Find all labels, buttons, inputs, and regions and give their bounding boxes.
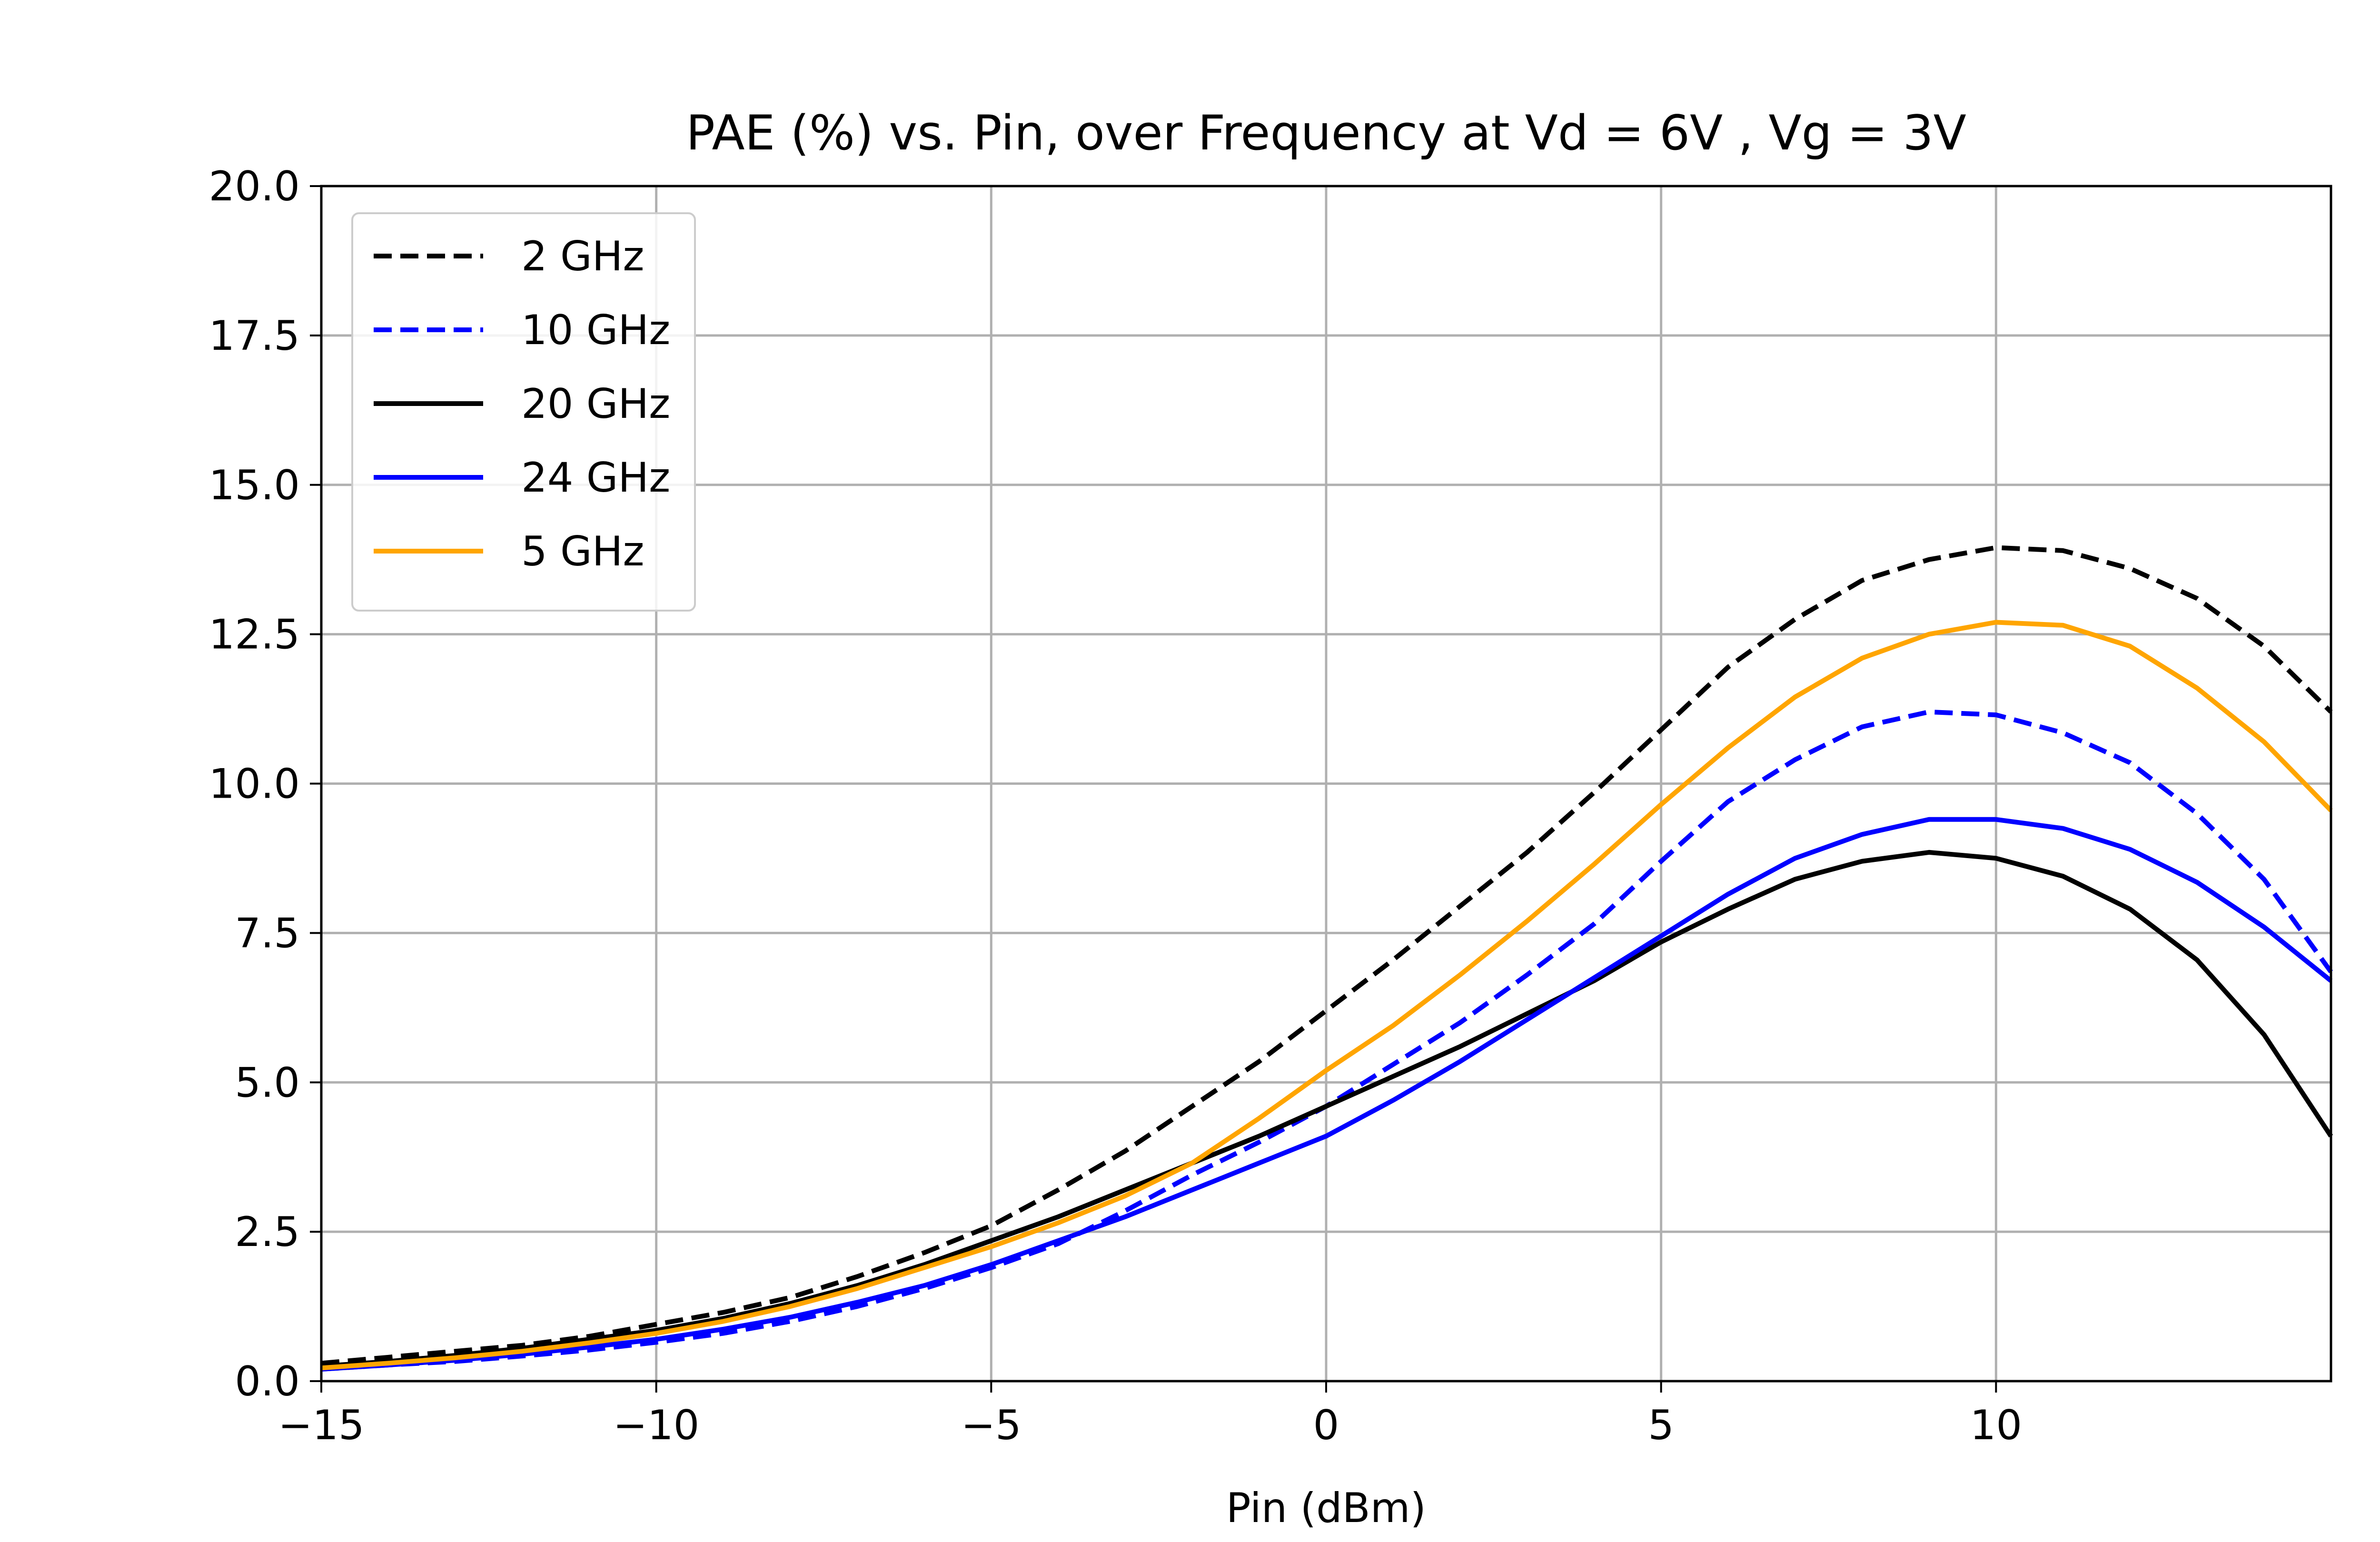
chart-title: PAE (%) vs. Pin, over Frequency at Vd = …	[686, 105, 1966, 161]
y-tick-label: 2.5	[235, 1208, 300, 1256]
y-tick-label: 17.5	[209, 312, 300, 360]
legend-label: 24 GHz	[521, 454, 670, 502]
series-lines	[321, 545, 2333, 1372]
x-tick-label: 5	[1648, 1402, 1674, 1449]
series-line-2-ghz	[321, 545, 2333, 1366]
legend-label: 10 GHz	[521, 306, 670, 354]
x-tick-label: 10	[1970, 1402, 2022, 1449]
series-line-5-ghz	[321, 620, 2333, 1371]
x-tick-label: −15	[278, 1402, 365, 1449]
x-tick-label: −5	[961, 1402, 1021, 1449]
y-tick-label: 20.0	[209, 163, 300, 210]
y-tick-label: 12.5	[209, 611, 300, 659]
x-axis-label: Pin (dBm)	[1226, 1484, 1426, 1532]
series-line-24-ghz	[321, 817, 2333, 1372]
axis-ticks: −15 −10 −5 0 5 10 0.0 2.5 5.0 7.5 10.0 12.5 15.0 17.5…	[209, 163, 2023, 1449]
legend-label: 5 GHz	[521, 528, 645, 575]
legend-box	[351, 212, 696, 612]
y-tick-label: 5.0	[235, 1059, 300, 1107]
y-tick-label: 7.5	[235, 909, 300, 957]
legend-label: 2 GHz	[521, 233, 645, 280]
y-tick-label: 10.0	[209, 761, 300, 808]
x-tick-label: 0	[1313, 1402, 1339, 1449]
legend: 2 GHz 10 GHz 20 GHz 24 GHz 5 GHz	[351, 212, 696, 612]
series-line-20-ghz	[321, 850, 2333, 1369]
grid	[320, 185, 2331, 1383]
y-tick-label: 15.0	[209, 462, 300, 509]
y-tick-label: 0.0	[235, 1358, 300, 1405]
x-tick-label: −10	[613, 1402, 700, 1449]
legend-label: 20 GHz	[521, 380, 670, 428]
